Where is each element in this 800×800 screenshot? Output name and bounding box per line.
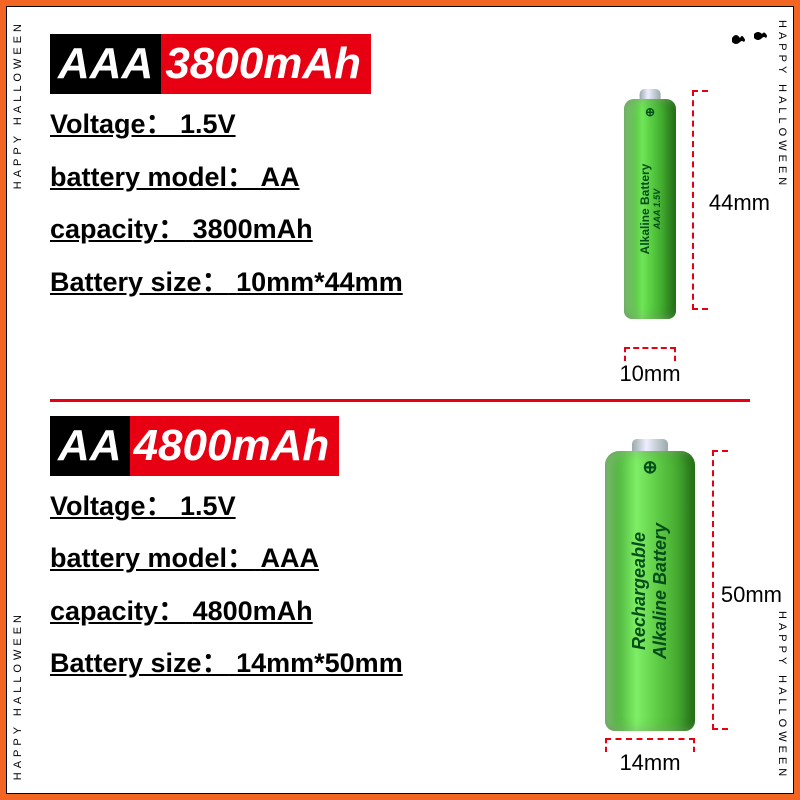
battery-label-aa: Rechargeable Alkaline Battery xyxy=(629,523,671,659)
spec-size-aaa: Battery size： 10mm*44mm xyxy=(50,262,540,303)
size-value: 14mm*50mm xyxy=(236,648,403,678)
spec-capacity-aa: capacity： 4800mAh xyxy=(50,591,540,632)
voltage-label: Voltage： xyxy=(50,491,173,521)
title-row-aaa: AAA 3800mAh xyxy=(50,34,540,94)
title-capacity-aa: 4800mAh xyxy=(130,416,340,476)
capacity-label: capacity： xyxy=(50,214,185,244)
battery-text1: Rechargeable xyxy=(629,532,649,650)
frame-text-right-top: HAPPY HALLOWEEN xyxy=(776,20,788,189)
dim-height-label-aa: 50mm xyxy=(721,582,782,608)
dim-height-aaa xyxy=(692,90,708,310)
voltage-value: 1.5V xyxy=(180,109,236,139)
frame-text-left-top: HAPPY HALLOWEEN xyxy=(12,20,24,189)
main-content: AAA 3800mAh Voltage： 1.5V battery model：… xyxy=(40,20,760,780)
battery-label-aaa: Alkaline Battery AAA 1.5V xyxy=(638,164,662,255)
model-label: battery model： xyxy=(50,543,254,573)
capacity-value: 4800mAh xyxy=(193,596,313,626)
title-row-aa: AA 4800mAh xyxy=(50,416,540,476)
panel-aaa: AAA 3800mAh Voltage： 1.5V battery model：… xyxy=(40,20,760,399)
dim-width-label-aaa: 10mm xyxy=(619,361,680,387)
battery-text2: Alkaline Battery xyxy=(650,523,670,659)
battery-aa: ⊕ Rechargeable Alkaline Battery xyxy=(605,451,695,731)
spec-voltage-aa: Voltage： 1.5V xyxy=(50,486,540,527)
panel-aa: AA 4800mAh Voltage： 1.5V battery model： … xyxy=(40,402,760,781)
battery-body-aa: ⊕ Rechargeable Alkaline Battery xyxy=(605,451,695,731)
battery-aaa: ⊕ Alkaline Battery AAA 1.5V xyxy=(624,99,676,319)
spec-capacity-aaa: capacity： 3800mAh xyxy=(50,209,540,250)
dim-width-label-aa: 14mm xyxy=(619,750,680,776)
dim-width-aaa xyxy=(624,347,676,361)
capacity-value: 3800mAh xyxy=(193,214,313,244)
plus-icon: ⊕ xyxy=(645,105,655,119)
model-value: AA xyxy=(261,162,300,192)
dim-height-label-aaa: 44mm xyxy=(709,190,770,216)
battery-text1: Alkaline Battery xyxy=(638,164,652,255)
battery-text2: AAA 1.5V xyxy=(652,164,662,255)
voltage-value: 1.5V xyxy=(180,491,236,521)
spec-voltage-aaa: Voltage： 1.5V xyxy=(50,104,540,145)
info-aaa: AAA 3800mAh Voltage： 1.5V battery model：… xyxy=(50,30,540,389)
model-label: battery model： xyxy=(50,162,254,192)
size-label: Battery size： xyxy=(50,648,229,678)
plus-icon: ⊕ xyxy=(642,457,657,478)
spec-model-aa: battery model： AAA xyxy=(50,538,540,579)
info-aa: AA 4800mAh Voltage： 1.5V battery model： … xyxy=(50,412,540,771)
battery-area-aaa: ⊕ Alkaline Battery AAA 1.5V 44mm 10mm xyxy=(540,30,760,389)
frame-text-right-bottom: HAPPY HALLOWEEN xyxy=(776,611,788,780)
voltage-label: Voltage： xyxy=(50,109,173,139)
capacity-label: capacity： xyxy=(50,596,185,626)
spec-size-aa: Battery size： 14mm*50mm xyxy=(50,643,540,684)
frame-text-left-bottom: HAPPY HALLOWEEN xyxy=(12,611,24,780)
title-type-aaa: AAA xyxy=(50,34,161,94)
size-value: 10mm*44mm xyxy=(236,267,403,297)
spec-model-aaa: battery model： AA xyxy=(50,157,540,198)
model-value: AAA xyxy=(261,543,320,573)
battery-area-aa: ⊕ Rechargeable Alkaline Battery 50mm 14m… xyxy=(540,412,760,771)
battery-body-aaa: ⊕ Alkaline Battery AAA 1.5V xyxy=(624,99,676,319)
size-label: Battery size： xyxy=(50,267,229,297)
title-type-aa: AA xyxy=(50,416,130,476)
title-capacity-aaa: 3800mAh xyxy=(161,34,371,94)
